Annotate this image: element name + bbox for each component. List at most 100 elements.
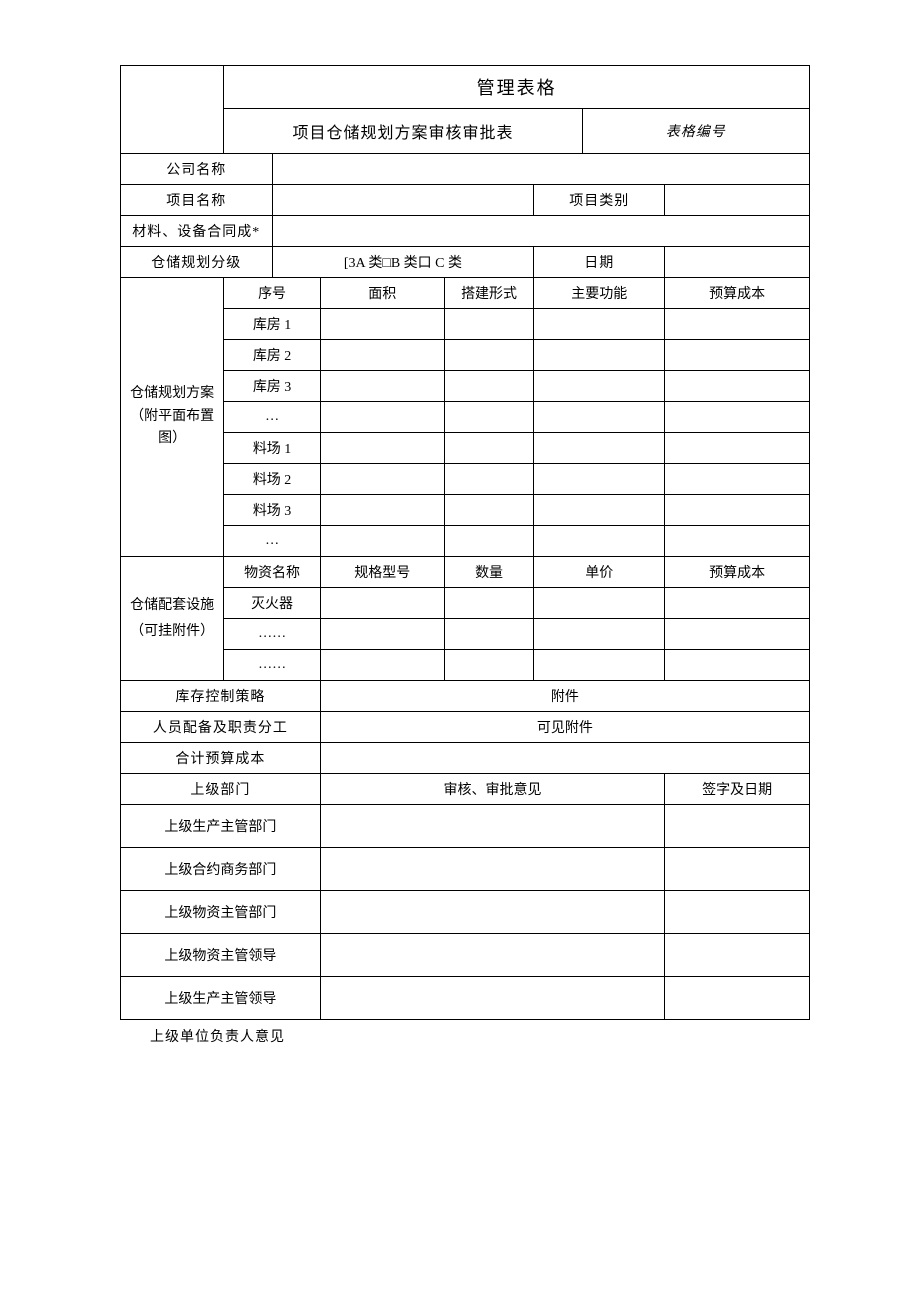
form-subtitle: 项目仓储规划方案审核审批表 [224, 109, 582, 154]
total-budget-value [320, 743, 809, 774]
plan-row-cell [665, 433, 810, 464]
plan-row-label: 库房 2 [224, 340, 320, 371]
plan-row-cell [534, 495, 665, 526]
plan-row-cell [444, 495, 534, 526]
plan-row-label: 料场 1 [224, 433, 320, 464]
plan-row-cell [320, 402, 444, 433]
plan-row-cell [320, 433, 444, 464]
plan-row-cell [534, 402, 665, 433]
plan-row-cell [320, 309, 444, 340]
plan-row-cell [444, 371, 534, 402]
plan-header-build: 搭建形式 [444, 278, 534, 309]
facility-header-spec: 规格型号 [320, 557, 444, 588]
footer-text: 上级单位负责人意见 [150, 1026, 810, 1046]
dept-row-opinion [320, 891, 664, 934]
dept-row-sign [665, 934, 810, 977]
facility-header-qty: 数量 [444, 557, 534, 588]
plan-row-cell [665, 526, 810, 557]
date-value [665, 247, 810, 278]
facility-row-cell [444, 588, 534, 619]
facility-section-label-1: 仓储配套设施 [130, 598, 214, 613]
facility-row-cell [320, 650, 444, 681]
company-label: 公司名称 [121, 154, 273, 185]
facility-section-label-2: （可挂附件） [130, 624, 214, 639]
form-title: 管理表格 [224, 66, 810, 109]
dept-row-sign [665, 977, 810, 1020]
staffing-label: 人员配备及职责分工 [121, 712, 321, 743]
plan-row-label: 料场 3 [224, 495, 320, 526]
facility-section-label: 仓储配套设施 （可挂附件） [121, 557, 224, 681]
material-contract-label: 材料、设备合同成* [121, 216, 273, 247]
plan-row-label: 库房 3 [224, 371, 320, 402]
plan-row-cell [444, 340, 534, 371]
dept-row-label: 上级生产主管部门 [121, 805, 321, 848]
facility-row-label: …… [224, 619, 320, 650]
dept-row-opinion [320, 848, 664, 891]
plan-row-cell [534, 371, 665, 402]
material-contract-value [272, 216, 809, 247]
dept-row-opinion [320, 934, 664, 977]
dept-row-label: 上级合约商务部门 [121, 848, 321, 891]
facility-header-price: 单价 [534, 557, 665, 588]
plan-header-budget: 预算成本 [665, 278, 810, 309]
storage-grade-value: [3A 类□B 类口 C 类 [272, 247, 534, 278]
facility-row-cell [665, 650, 810, 681]
review-opinion-label: 审核、审批意见 [320, 774, 664, 805]
facility-row-cell [665, 619, 810, 650]
plan-row-cell [665, 340, 810, 371]
dept-row-label: 上级物资主管部门 [121, 891, 321, 934]
plan-header-area: 面积 [320, 278, 444, 309]
plan-header-func: 主要功能 [534, 278, 665, 309]
dept-row-opinion [320, 805, 664, 848]
logo-cell [121, 66, 224, 154]
dept-row-sign [665, 848, 810, 891]
facility-row-label: 灭火器 [224, 588, 320, 619]
facility-row-cell [534, 650, 665, 681]
plan-row-label: … [224, 526, 320, 557]
facility-row-label: …… [224, 650, 320, 681]
facility-row-cell [320, 588, 444, 619]
plan-row-cell [534, 464, 665, 495]
project-name-label: 项目名称 [121, 185, 273, 216]
plan-row-cell [444, 464, 534, 495]
facility-row-cell [444, 650, 534, 681]
dept-row-label: 上级物资主管领导 [121, 934, 321, 977]
form-table: 管理表格 项目仓储规划方案审核审批表 表格编号 公司名称 项目名称 项目类别 材… [120, 65, 810, 1020]
plan-section-label: 仓储规划方案（附平面布置图） [121, 278, 224, 557]
plan-row-cell [444, 309, 534, 340]
dept-row-opinion [320, 977, 664, 1020]
plan-row-label: 库房 1 [224, 309, 320, 340]
facility-row-cell [320, 619, 444, 650]
facility-row-cell [665, 588, 810, 619]
plan-row-cell [665, 464, 810, 495]
company-value [272, 154, 809, 185]
sign-date-label: 签字及日期 [665, 774, 810, 805]
staffing-value: 可见附件 [320, 712, 809, 743]
facility-header-name: 物资名称 [224, 557, 320, 588]
plan-row-cell [444, 526, 534, 557]
inventory-strategy-value: 附件 [320, 681, 809, 712]
project-name-value [272, 185, 534, 216]
form-number-label: 表格编号 [582, 109, 809, 154]
plan-row-cell [320, 371, 444, 402]
facility-header-budget: 预算成本 [665, 557, 810, 588]
project-type-label: 项目类别 [534, 185, 665, 216]
plan-row-cell [665, 402, 810, 433]
plan-row-cell [665, 371, 810, 402]
storage-grade-label: 仓储规划分级 [121, 247, 273, 278]
facility-row-cell [444, 619, 534, 650]
dept-row-label: 上级生产主管领导 [121, 977, 321, 1020]
plan-row-cell [534, 309, 665, 340]
superior-dept-label: 上级部门 [121, 774, 321, 805]
plan-row-cell [444, 402, 534, 433]
plan-row-cell [534, 433, 665, 464]
plan-row-label: 料场 2 [224, 464, 320, 495]
plan-row-cell [320, 495, 444, 526]
plan-row-cell [320, 526, 444, 557]
plan-row-cell [534, 340, 665, 371]
plan-row-cell [665, 309, 810, 340]
plan-row-label: … [224, 402, 320, 433]
plan-row-cell [320, 464, 444, 495]
page-container: 管理表格 项目仓储规划方案审核审批表 表格编号 公司名称 项目名称 项目类别 材… [0, 0, 920, 1301]
date-label: 日期 [534, 247, 665, 278]
